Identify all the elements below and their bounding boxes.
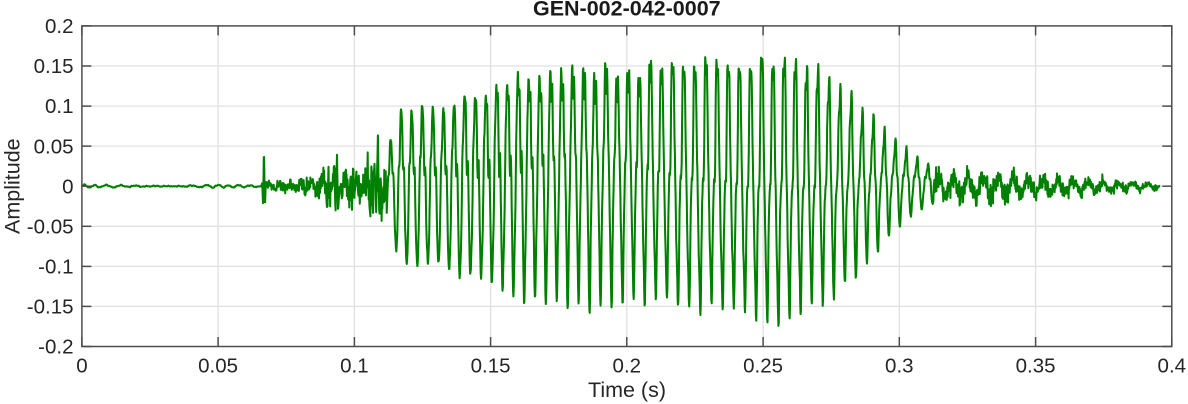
svg-text:0.1: 0.1 bbox=[340, 355, 369, 378]
svg-text:0.15: 0.15 bbox=[34, 55, 74, 78]
svg-text:0.1: 0.1 bbox=[45, 95, 74, 118]
svg-text:0: 0 bbox=[62, 175, 73, 198]
svg-text:Time (s): Time (s) bbox=[588, 378, 666, 402]
svg-text:0.05: 0.05 bbox=[34, 135, 74, 158]
svg-text:Amplitude: Amplitude bbox=[1, 138, 25, 234]
svg-text:-0.2: -0.2 bbox=[38, 336, 73, 359]
svg-text:0.2: 0.2 bbox=[45, 15, 74, 38]
svg-text:0.05: 0.05 bbox=[198, 355, 238, 378]
svg-text:-0.1: -0.1 bbox=[38, 256, 73, 279]
svg-text:0.25: 0.25 bbox=[743, 355, 783, 378]
svg-text:GEN-002-042-0007: GEN-002-042-0007 bbox=[533, 0, 721, 21]
svg-text:0.35: 0.35 bbox=[1016, 355, 1056, 378]
svg-text:0: 0 bbox=[76, 355, 87, 378]
svg-text:-0.05: -0.05 bbox=[27, 216, 74, 239]
svg-text:0.4: 0.4 bbox=[1158, 355, 1187, 378]
svg-text:0.3: 0.3 bbox=[885, 355, 914, 378]
svg-text:0.2: 0.2 bbox=[613, 355, 642, 378]
svg-text:0.15: 0.15 bbox=[471, 355, 511, 378]
svg-text:-0.15: -0.15 bbox=[27, 296, 74, 319]
